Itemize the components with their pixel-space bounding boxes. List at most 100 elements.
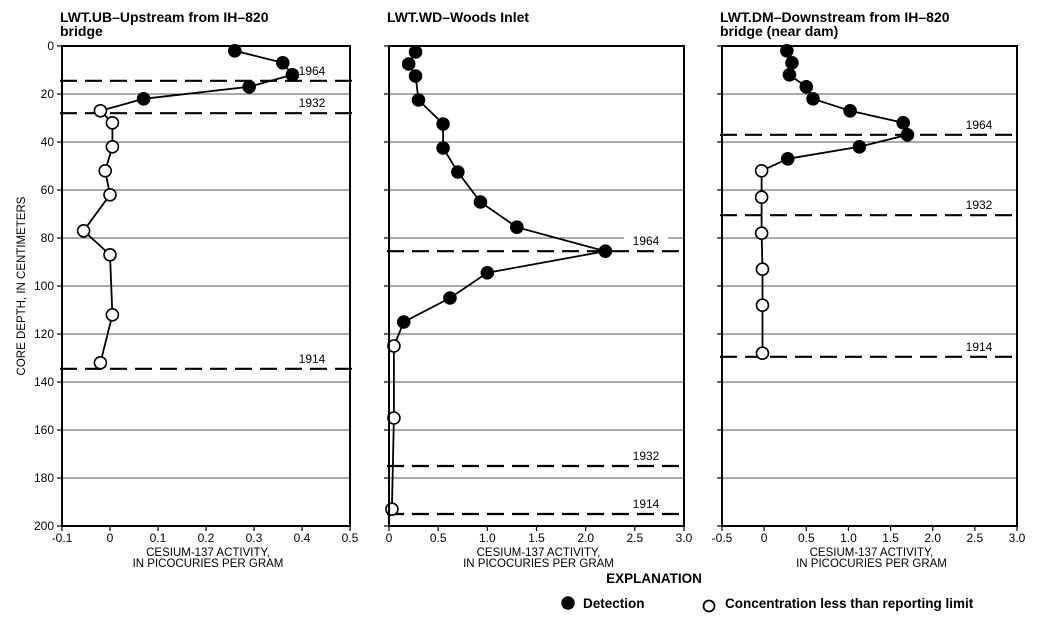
plot-frame bbox=[721, 45, 1018, 527]
data-point-detection bbox=[411, 93, 426, 107]
x-tick-label: 0 bbox=[107, 531, 114, 545]
x-tick-label: 0.5 bbox=[430, 531, 447, 545]
y-tick-label: 0 bbox=[47, 39, 54, 53]
x-axis-label-line: CESIUM-137 ACTIVITY, bbox=[146, 547, 270, 559]
data-point-detection bbox=[228, 43, 242, 58]
year-marker-label: 1914 bbox=[966, 340, 993, 354]
data-point-below-limit bbox=[93, 104, 108, 118]
year-marker-label: 1914 bbox=[299, 352, 326, 366]
legend-detection-marker bbox=[561, 596, 575, 610]
data-point-detection bbox=[136, 92, 151, 106]
data-point-below-limit bbox=[103, 248, 117, 262]
x-tick-label: -0.1 bbox=[52, 531, 73, 545]
year-marker-label: 1964 bbox=[966, 118, 993, 132]
plot-frame bbox=[61, 45, 351, 527]
chart-title-line: LWT.WD–Woods Inlet bbox=[387, 9, 529, 25]
y-tick-label: 60 bbox=[41, 183, 55, 197]
x-tick-label: 3.0 bbox=[1009, 531, 1026, 545]
x-tick-label: 0 bbox=[761, 531, 768, 545]
data-point-detection bbox=[408, 69, 423, 83]
data-point-detection bbox=[396, 315, 411, 329]
x-tick-label: 1.0 bbox=[840, 531, 857, 545]
x-tick-label: 0.4 bbox=[294, 531, 311, 545]
data-point-detection bbox=[799, 80, 814, 94]
data-line bbox=[391, 51, 606, 510]
data-point-detection bbox=[900, 128, 915, 142]
data-point-below-limit bbox=[98, 164, 112, 178]
y-axis-label: CORE DEPTH, IN CENTIMETERS bbox=[16, 196, 28, 375]
data-point-detection bbox=[285, 68, 300, 82]
year-label-backdrop bbox=[624, 449, 668, 462]
x-tick-label: 0.1 bbox=[150, 531, 167, 545]
data-point-detection bbox=[782, 68, 797, 82]
x-tick-label: 1.5 bbox=[528, 531, 545, 545]
data-point-below-limit bbox=[76, 224, 91, 238]
data-point-below-limit bbox=[105, 116, 120, 130]
data-point-below-limit bbox=[105, 140, 120, 154]
x-tick-label: 0.3 bbox=[246, 531, 263, 545]
data-point-below-limit bbox=[754, 226, 769, 240]
x-tick-label: 0.2 bbox=[198, 531, 215, 545]
year-label-backdrop bbox=[624, 234, 668, 248]
data-point-detection bbox=[780, 43, 794, 58]
year-marker-label: 1932 bbox=[299, 96, 326, 110]
data-point-detection bbox=[806, 92, 820, 106]
data-point-detection bbox=[780, 152, 795, 166]
data-point-below-limit bbox=[103, 188, 117, 202]
data-point-detection bbox=[436, 117, 450, 131]
data-point-below-limit bbox=[387, 339, 401, 353]
data-point-detection bbox=[843, 104, 857, 118]
data-point-below-limit bbox=[755, 262, 770, 277]
x-axis-label-line: CESIUM-137 ACTIVITY, bbox=[477, 547, 601, 559]
year-marker-label: 1964 bbox=[633, 234, 660, 248]
chart-title-line: bridge (near dam) bbox=[720, 23, 838, 39]
plot-frame bbox=[388, 45, 685, 527]
x-tick-label: 1.0 bbox=[479, 531, 496, 545]
y-tick-label: 80 bbox=[41, 231, 55, 245]
legend-below-limit-label: Concentration less than reporting limit bbox=[725, 596, 974, 611]
data-point-below-limit bbox=[754, 164, 769, 178]
x-tick-label: 0.5 bbox=[798, 531, 815, 545]
chart-title-line: bridge bbox=[60, 23, 103, 39]
year-label-backdrop bbox=[290, 63, 334, 77]
legend-detection-label: Detection bbox=[583, 596, 645, 611]
data-point-detection bbox=[443, 291, 457, 305]
data-point-detection bbox=[275, 55, 290, 70]
x-axis-label-line: IN PICOCURIES PER GRAM bbox=[463, 558, 614, 570]
x-axis-label-line: IN PICOCURIES PER GRAM bbox=[796, 558, 947, 570]
data-point-below-limit bbox=[385, 502, 399, 517]
year-marker-label: 1914 bbox=[633, 497, 660, 511]
data-point-detection bbox=[510, 220, 524, 234]
x-tick-label: 0 bbox=[386, 531, 393, 545]
year-label-backdrop bbox=[624, 497, 668, 510]
x-axis-label-line: CESIUM-137 ACTIVITY, bbox=[810, 547, 934, 559]
data-point-below-limit bbox=[755, 346, 770, 361]
y-tick-label: 20 bbox=[41, 87, 55, 101]
legend-below-limit-marker bbox=[702, 599, 716, 613]
data-point-below-limit bbox=[105, 307, 120, 322]
y-tick-label: 200 bbox=[34, 519, 54, 533]
data-point-below-limit bbox=[387, 411, 401, 425]
year-label-backdrop bbox=[957, 198, 1001, 212]
x-tick-label: 2.0 bbox=[924, 531, 941, 545]
chart-title-line: LWT.UB–Upstream from IH–820 bbox=[60, 9, 269, 25]
x-tick-label: 2.0 bbox=[577, 531, 594, 545]
data-point-detection bbox=[852, 140, 867, 154]
year-marker-label: 1932 bbox=[966, 198, 993, 212]
explanation-title: EXPLANATION bbox=[606, 571, 702, 586]
y-tick-label: 140 bbox=[34, 375, 54, 389]
data-point-detection bbox=[785, 55, 799, 70]
x-tick-label: 1.5 bbox=[882, 531, 899, 545]
year-marker-label: 1932 bbox=[633, 449, 660, 463]
year-label-backdrop bbox=[290, 96, 334, 110]
year-label-backdrop bbox=[957, 339, 1001, 353]
data-point-detection bbox=[598, 244, 613, 258]
data-point-detection bbox=[451, 165, 465, 179]
data-point-detection bbox=[401, 57, 416, 71]
y-tick-label: 180 bbox=[34, 471, 54, 485]
data-point-detection bbox=[436, 141, 450, 155]
x-tick-label: -0.5 bbox=[712, 531, 733, 545]
y-tick-label: 120 bbox=[34, 327, 54, 341]
